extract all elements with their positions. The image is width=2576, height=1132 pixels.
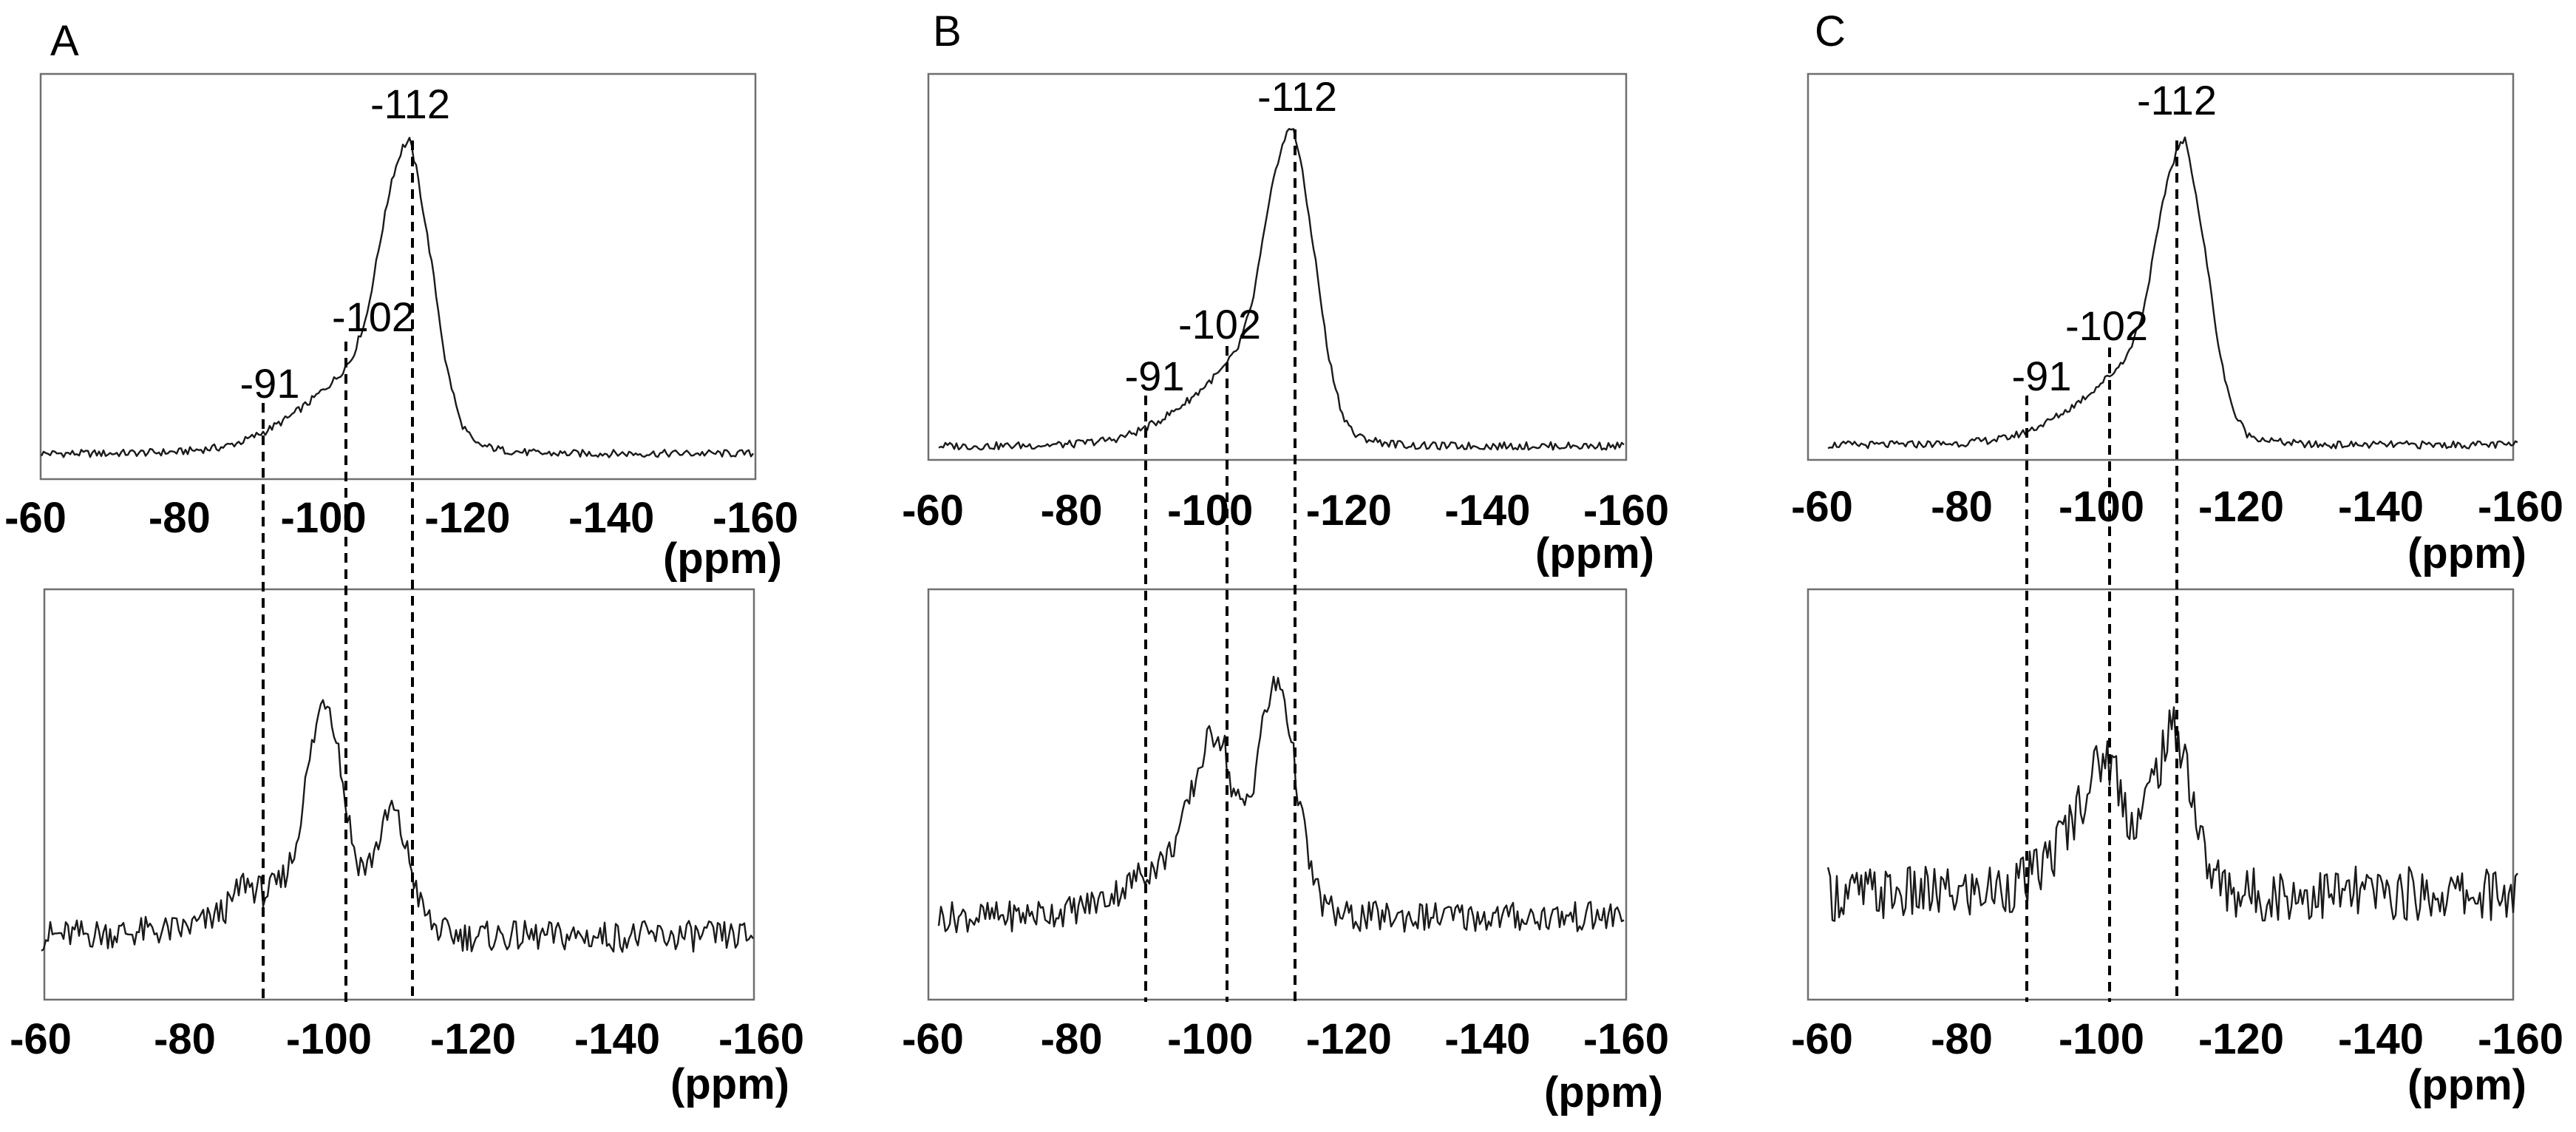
x-tick-label: -120 — [424, 494, 510, 542]
peak-label: -112 — [370, 81, 450, 127]
x-tick-label: -140 — [568, 494, 654, 542]
subplot-b-bottom: -60 -80 -100 -120 -140 -160 (ppm) — [902, 588, 1669, 1116]
x-tick-label: -80 — [149, 494, 211, 542]
subplot-a-bottom: -60 -80 -100 -120 -140 -160(ppm) — [10, 588, 804, 1108]
x-tick-label: -80 — [1041, 487, 1103, 535]
x-tick-label: -100 — [2059, 483, 2144, 531]
peak-label: -91 — [240, 360, 300, 407]
peak-label: -91 — [1125, 353, 1185, 399]
panel-letter-c: C — [1815, 7, 1846, 55]
x-tick-label: -160 — [1583, 1015, 1669, 1063]
x-tick-label: -100 — [286, 1015, 372, 1063]
plot-frame — [39, 72, 757, 481]
x-tick-label: -140 — [2338, 483, 2424, 531]
plot-frame — [1807, 72, 2515, 461]
x-tick-label: -160 — [2478, 1015, 2563, 1063]
x-axis-unit-label: (ppm) — [663, 535, 782, 583]
plot-frame — [1807, 588, 2515, 1001]
x-tick-label: -60 — [902, 1015, 964, 1063]
peak-label: -102 — [332, 294, 415, 340]
x-tick-label: -100 — [281, 494, 367, 542]
x-tick-label: -120 — [1306, 1015, 1392, 1063]
x-axis-unit-label: (ppm) — [1535, 529, 1654, 577]
plot-frame — [43, 588, 755, 1001]
x-tick-label: -60 — [4, 494, 67, 542]
peak-guides — [262, 129, 2178, 1002]
subplot-c-bottom: -60 -80 -100 -120 -140 -160(ppm) — [1791, 588, 2563, 1109]
x-axis-unit-label: (ppm) — [2407, 1061, 2526, 1109]
x-tick-label: -60 — [10, 1015, 72, 1063]
peak-label: -112 — [1257, 73, 1337, 120]
peak-label: -112 — [2137, 77, 2217, 123]
plot-frame — [927, 588, 1628, 1001]
x-tick-label: -140 — [1444, 487, 1530, 535]
x-tick-label: -100 — [2059, 1015, 2144, 1063]
spectrum-line — [938, 128, 1625, 451]
x-tick-label: -80 — [1931, 483, 1993, 531]
x-tick-label: -60 — [902, 487, 964, 535]
x-tick-label: -100 — [1167, 1015, 1253, 1063]
x-tick-label: -120 — [1306, 487, 1392, 535]
x-tick-label: -60 — [1791, 483, 1853, 531]
x-tick-label: -80 — [154, 1015, 216, 1063]
spectrum-line — [40, 137, 754, 458]
x-tick-label: -160 — [713, 494, 798, 542]
subplot-b-top: -60 -80 -100 -120 -140 -160(ppm) -91 -102 -112 — [902, 72, 1669, 577]
x-tick-label: -140 — [1444, 1015, 1530, 1063]
x-tick-label: -100 — [1167, 487, 1253, 535]
x-axis-unit-label: (ppm) — [2407, 529, 2526, 577]
x-tick-label: -60 — [1791, 1015, 1853, 1063]
spectrum-line — [1827, 136, 2518, 450]
peak-label: -102 — [1178, 301, 1261, 348]
x-tick-label: -120 — [430, 1015, 516, 1063]
subplot-c-top: -60 -80 -100 -120 -140 -160(ppm) -91-102 -112 — [1791, 72, 2563, 577]
subplot-a-top: -60 -80 -100 -120 -140 -160(ppm) -91 -102 -112 — [4, 72, 798, 583]
subplots: -60 -80 -100 -120 -140 -160(ppm)-91-102-112-6… — [4, 72, 2563, 1116]
plot-frame — [927, 72, 1628, 461]
x-tick-label: -80 — [1041, 1015, 1103, 1063]
x-tick-label: -140 — [2338, 1015, 2424, 1063]
x-tick-label: -140 — [574, 1015, 660, 1063]
peak-label: -91 — [2012, 353, 2072, 399]
x-tick-label: -80 — [1931, 1015, 1993, 1063]
x-tick-label: -160 — [718, 1015, 804, 1063]
spectrum-line — [41, 699, 754, 953]
panel-letter-a: A — [50, 17, 79, 65]
spectrum-line — [1826, 706, 2518, 922]
spectrum-line — [937, 675, 1625, 934]
panel-letter-b: B — [933, 7, 962, 55]
x-tick-label: -120 — [2198, 483, 2284, 531]
x-axis-unit-label: (ppm) — [670, 1060, 789, 1108]
x-tick-label: -120 — [2198, 1015, 2284, 1063]
x-axis-unit-label: (ppm) — [1544, 1068, 1663, 1116]
x-tick-label: -160 — [1583, 487, 1669, 535]
x-tick-label: -160 — [2478, 483, 2563, 531]
peak-label: -102 — [2065, 302, 2148, 349]
